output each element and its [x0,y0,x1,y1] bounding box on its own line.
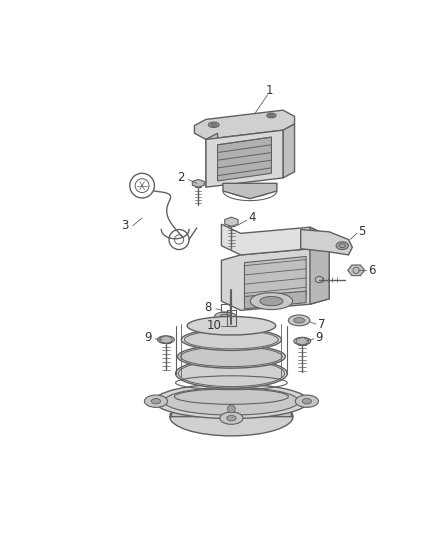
Ellipse shape [220,412,243,424]
Ellipse shape [180,346,282,367]
Polygon shape [218,137,272,181]
Ellipse shape [145,395,167,407]
Text: 9: 9 [145,331,152,344]
Text: 9: 9 [315,331,323,344]
Ellipse shape [220,314,231,319]
Text: 1: 1 [266,84,274,98]
Ellipse shape [294,337,311,345]
Text: 10: 10 [206,319,221,332]
Text: 7: 7 [318,318,325,330]
Ellipse shape [315,277,323,282]
Ellipse shape [224,321,238,327]
Polygon shape [283,124,294,178]
Ellipse shape [294,318,304,323]
Polygon shape [221,249,329,310]
Ellipse shape [181,329,282,350]
Ellipse shape [155,384,308,418]
Polygon shape [170,386,293,417]
Ellipse shape [267,113,276,118]
Ellipse shape [302,399,311,404]
Ellipse shape [295,395,318,407]
Ellipse shape [178,360,285,386]
Polygon shape [160,336,172,343]
Ellipse shape [215,312,236,321]
Ellipse shape [211,123,217,126]
Ellipse shape [158,336,174,343]
Ellipse shape [269,114,274,117]
Polygon shape [244,291,306,309]
Ellipse shape [187,317,276,335]
Text: 2: 2 [177,172,185,184]
Ellipse shape [176,359,287,388]
Polygon shape [310,227,329,304]
Polygon shape [206,130,283,187]
Polygon shape [206,133,218,187]
Circle shape [228,405,235,413]
Polygon shape [225,217,238,227]
Polygon shape [194,110,294,140]
Ellipse shape [170,398,293,436]
Ellipse shape [177,345,285,368]
Polygon shape [244,256,306,303]
Polygon shape [296,337,308,345]
Polygon shape [223,183,277,199]
Text: 5: 5 [359,225,366,238]
Text: 3: 3 [121,219,129,232]
Text: 6: 6 [368,264,375,277]
Ellipse shape [184,330,279,349]
Text: 4: 4 [248,212,256,224]
Polygon shape [192,180,204,187]
Ellipse shape [250,293,293,310]
Text: 8: 8 [205,301,212,314]
Ellipse shape [208,122,219,127]
Polygon shape [301,230,352,255]
Polygon shape [221,224,329,258]
Ellipse shape [260,296,283,306]
Ellipse shape [164,387,299,415]
Ellipse shape [227,415,236,421]
Polygon shape [348,265,364,276]
Ellipse shape [151,399,161,404]
Ellipse shape [288,315,310,326]
Ellipse shape [336,242,349,249]
